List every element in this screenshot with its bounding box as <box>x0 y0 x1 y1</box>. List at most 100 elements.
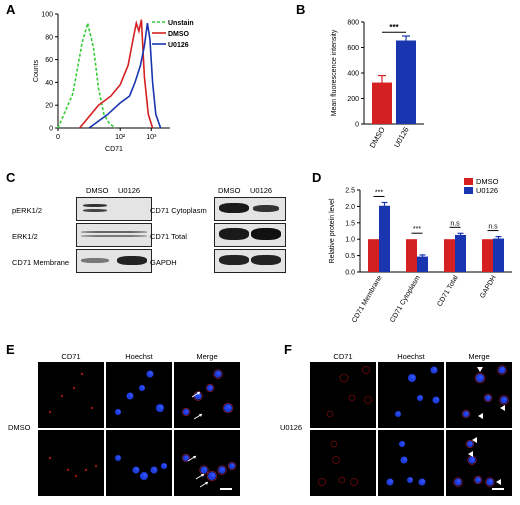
flow-histogram-chart: 0 20 40 60 80 100 0 10² 10³ CD71 Counts Unstain DMSO… <box>33 12 194 154</box>
y-tick-label: 1.0 <box>345 237 355 244</box>
cd71-signal <box>348 394 356 402</box>
y-tick-label: 0.5 <box>345 253 355 260</box>
cd71-signal <box>80 372 84 376</box>
blot-row-label: ERK1/2 <box>12 232 38 241</box>
legend-swatch <box>464 178 473 185</box>
nucleus-highlight <box>401 441 405 445</box>
cd71-signal <box>90 406 94 410</box>
nucleus-highlight <box>117 455 121 459</box>
histogram-u0126 <box>88 22 162 129</box>
blot-cd71-total <box>214 223 286 247</box>
nucleus-highlight <box>433 367 437 371</box>
y-axis-label: Mean fluorescence intensity <box>331 29 338 116</box>
y-tick-label: 0 <box>355 122 359 129</box>
x-tick-label: CD71 Total <box>436 274 460 308</box>
nucleus-highlight <box>397 411 401 415</box>
blot-row-label: CD71 Total <box>150 232 187 241</box>
merge-ring <box>205 383 215 393</box>
significance-label: *** <box>389 23 399 32</box>
cd71-signal <box>94 464 98 468</box>
legend-label: U0126 <box>476 186 498 195</box>
micrograph-tile <box>310 362 376 428</box>
mfi-bar-chart: 0 200 400 600 800 Mean fluorescence intensity… <box>331 20 424 149</box>
nucleus-highlight <box>389 479 393 483</box>
y-axis-label: Relative protein level <box>329 198 336 263</box>
arrowhead-marker <box>472 437 477 443</box>
nucleus-highlight <box>209 385 213 389</box>
scale-bar <box>220 488 232 490</box>
arrow-head <box>201 474 204 477</box>
nucleus-highlight <box>421 479 425 483</box>
cd71-signal <box>362 366 370 374</box>
legend-label: Unstain <box>168 20 194 27</box>
merge-ring <box>227 461 237 471</box>
merge-ring <box>217 465 227 475</box>
cd71-signal <box>74 474 78 478</box>
nucleus-highlight <box>221 467 225 471</box>
panel-label-d: D <box>312 170 322 185</box>
nucleus-highlight <box>211 473 215 477</box>
micrograph-tile <box>446 430 512 496</box>
micrograph-tile <box>38 430 104 496</box>
nucleus-highlight <box>163 463 167 467</box>
merge-ring <box>497 365 507 375</box>
nucleus-highlight <box>217 371 221 375</box>
blot-row-label: CD71 Cytoplasm <box>150 206 207 215</box>
nucleus-highlight <box>435 397 439 401</box>
nucleus-highlight <box>185 409 189 413</box>
legend-label: DMSO <box>168 31 190 38</box>
cd71-signal <box>72 386 76 390</box>
bar-u0126 <box>379 205 390 272</box>
nucleus-highlight <box>227 405 231 409</box>
cd71-signal <box>330 440 338 448</box>
micro-row-label: U0126 <box>280 423 303 432</box>
arrowhead-marker <box>496 479 501 485</box>
merge-ring <box>483 393 493 403</box>
y-tick-label: 0.0 <box>345 270 355 277</box>
y-tick-label: 40 <box>45 80 53 87</box>
y-tick-label: 1.5 <box>345 220 355 227</box>
bar-dmso <box>482 239 493 272</box>
nucleus-highlight <box>149 371 153 375</box>
merge-ring <box>206 470 218 482</box>
protein-level-bar-chart: 0.0 0.5 1.0 1.5 2.0 2.5 Relative protein level… <box>329 177 512 324</box>
nucleus-highlight <box>419 395 423 399</box>
significance-label: *** <box>375 189 383 196</box>
significance-label: n.s <box>488 224 498 231</box>
cd71-signal <box>48 410 52 414</box>
nucleus-highlight <box>403 457 407 461</box>
nucleus-highlight <box>409 477 413 481</box>
histogram-unstain <box>57 19 116 129</box>
y-tick-label: 100 <box>41 12 53 19</box>
nucleus-highlight <box>469 441 473 445</box>
merge-ring <box>181 453 191 463</box>
blot-cd71-cytoplasm <box>214 197 286 221</box>
legend-label: DMSO <box>476 177 499 186</box>
blot-erk <box>76 223 152 247</box>
blot-cd71-membrane <box>76 249 152 273</box>
micrograph-tile <box>38 362 104 428</box>
nucleus-highlight <box>479 375 483 379</box>
blot-row-label: CD71 Membrane <box>12 258 70 267</box>
cd71-signal <box>326 410 334 418</box>
nucleus-highlight <box>477 477 481 481</box>
blot-row-label: GAPDH <box>150 258 177 267</box>
significance-label: n.s <box>450 220 460 227</box>
nucleus-highlight <box>501 367 505 371</box>
micro-col-title: Hoechst <box>125 352 153 361</box>
micro-row-label: DMSO <box>8 423 31 432</box>
arrowhead-marker <box>477 367 483 372</box>
bar-dmso <box>368 239 379 272</box>
y-tick-label: 60 <box>45 57 53 64</box>
bar-dmso <box>406 239 417 272</box>
cd71-signal <box>318 478 326 486</box>
micrograph-tile <box>174 362 240 428</box>
arrow-head <box>197 392 200 395</box>
micro-col-title: Hoechst <box>397 352 425 361</box>
merge-ring <box>499 395 509 405</box>
nucleus-highlight <box>471 457 475 461</box>
y-tick-label: 2.5 <box>345 188 355 195</box>
bar-u0126 <box>417 256 428 272</box>
x-axis-label: CD71 <box>105 146 123 153</box>
bar-u0126 <box>455 234 466 272</box>
